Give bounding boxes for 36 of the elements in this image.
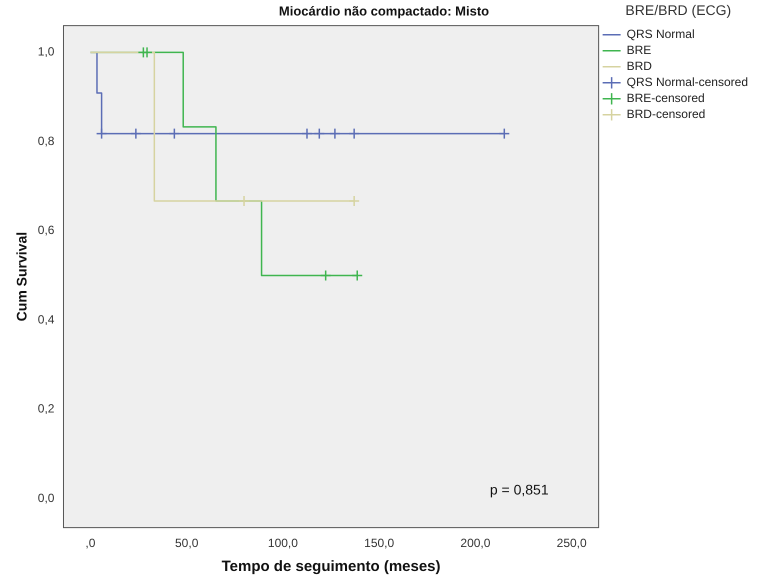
- x-tick-label: ,0: [85, 536, 96, 550]
- y-tick-label: 1,0: [38, 44, 55, 59]
- y-axis-title: Cum Survival: [13, 232, 30, 322]
- y-tick-label: 0,0: [38, 490, 55, 505]
- point: [351, 270, 363, 282]
- point: [168, 128, 180, 140]
- x-axis-title: Tempo de seguimento (meses): [222, 558, 441, 576]
- point: [329, 128, 341, 140]
- point: [96, 128, 108, 140]
- point: [314, 128, 326, 140]
- x-tick-label: 50,0: [175, 536, 199, 550]
- x-tick-label: 250,0: [556, 536, 588, 550]
- x-tick-label: 150,0: [364, 536, 395, 550]
- point: [301, 128, 313, 140]
- legend-label: BRE: [626, 43, 652, 58]
- point: [320, 270, 332, 282]
- x-tick-label: 200,0: [460, 536, 491, 550]
- point: [348, 128, 360, 140]
- chart-title: Miocárdio não compactado: Misto: [278, 3, 490, 18]
- point: [498, 128, 510, 140]
- x-tick-label: 100,0: [268, 536, 298, 550]
- legend-label: QRS Normal: [626, 27, 695, 42]
- y-tick-label: 0,8: [38, 134, 55, 148]
- legend-title: BRE/BRD (ECG): [625, 2, 732, 18]
- legend-label: QRS Normal-censored: [626, 75, 748, 90]
- legend-label: BRD-censored: [626, 107, 706, 122]
- y-tick-label: 0,6: [38, 223, 55, 238]
- legend-label: BRE-censored: [626, 91, 705, 106]
- y-tick-label: 0,2: [38, 402, 55, 416]
- point: [238, 195, 250, 207]
- annotation: p = 0,851: [490, 481, 549, 498]
- point: [130, 128, 142, 140]
- point: [141, 46, 153, 58]
- point: [348, 195, 360, 207]
- legend-label: BRD: [626, 59, 652, 74]
- y-tick-label: 0,4: [38, 312, 55, 326]
